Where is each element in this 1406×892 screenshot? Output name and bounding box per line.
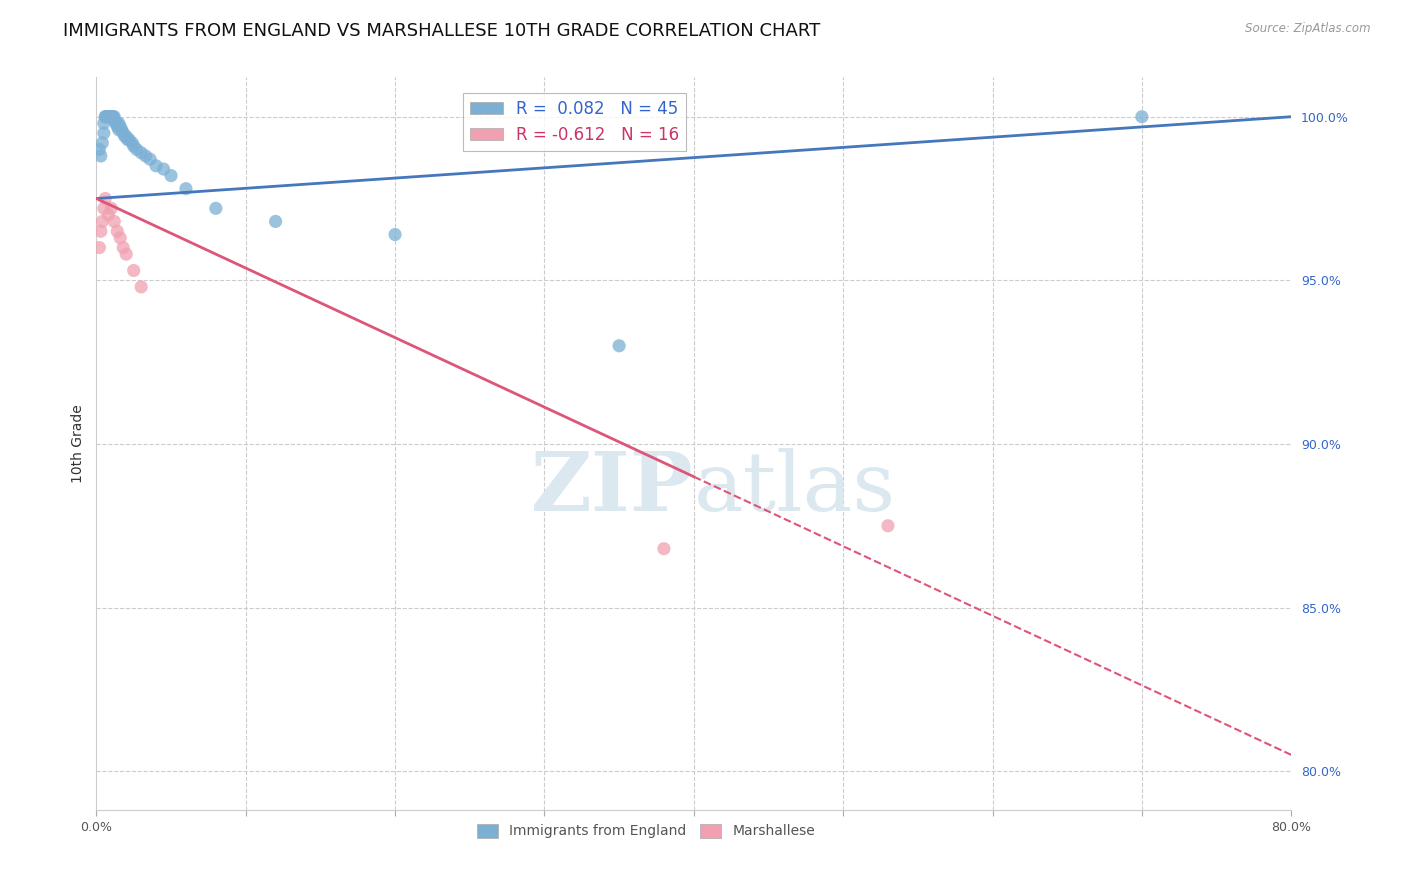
Point [101,110,124,124]
Point [110,120,132,134]
Point [94,110,117,124]
Point [100,110,122,124]
Y-axis label: 10th Grade: 10th Grade [72,405,86,483]
Point [115,129,138,144]
Point [129,280,152,294]
Point [105,120,128,134]
Point [118,133,141,147]
Point [205,202,228,216]
Point [90,149,112,163]
Point [112,126,135,140]
Point [110,231,132,245]
Point [94,110,117,124]
Point [104,116,127,130]
Point [93,126,115,140]
Point [91,214,114,228]
Text: IMMIGRANTS FROM ENGLAND VS MARSHALLESE 10TH GRADE CORRELATION CHART: IMMIGRANTS FROM ENGLAND VS MARSHALLESE 1… [63,22,821,40]
Point [117,133,139,147]
Point [122,263,145,277]
Text: Source: ZipAtlas.com: Source: ZipAtlas.com [1246,22,1371,36]
Point [103,110,125,124]
Point [152,162,174,177]
Point [112,241,135,255]
Point [139,153,162,167]
Point [121,136,143,150]
Text: ZIP: ZIP [531,448,693,528]
Point [90,224,112,238]
Point [98,110,121,124]
Point [174,182,197,196]
Point [100,202,122,216]
Point [103,214,125,228]
Point [89,241,111,255]
Point [160,169,183,183]
Point [97,208,120,222]
Point [111,123,134,137]
Point [384,227,406,242]
Point [877,518,900,533]
Point [652,541,675,556]
Point [93,116,115,130]
Point [1130,110,1153,124]
Point [145,159,167,173]
Point [135,149,157,163]
Point [96,110,118,124]
Point [107,116,129,130]
Point [97,110,120,124]
Point [115,247,138,261]
Point [97,110,120,124]
Point [105,116,128,130]
Point [89,143,111,157]
Point [94,192,117,206]
Point [264,214,287,228]
Point [125,143,148,157]
Point [93,202,115,216]
Point [122,139,145,153]
Point [103,113,125,128]
Point [98,110,121,124]
Text: atlas: atlas [693,448,896,528]
Point [129,145,152,160]
Point [101,110,124,124]
Point [607,339,630,353]
Point [100,110,122,124]
Point [114,129,136,144]
Point [105,224,128,238]
Point [91,136,114,150]
Point [107,123,129,137]
Legend: Immigrants from England, Marshallese: Immigrants from England, Marshallese [471,818,821,844]
